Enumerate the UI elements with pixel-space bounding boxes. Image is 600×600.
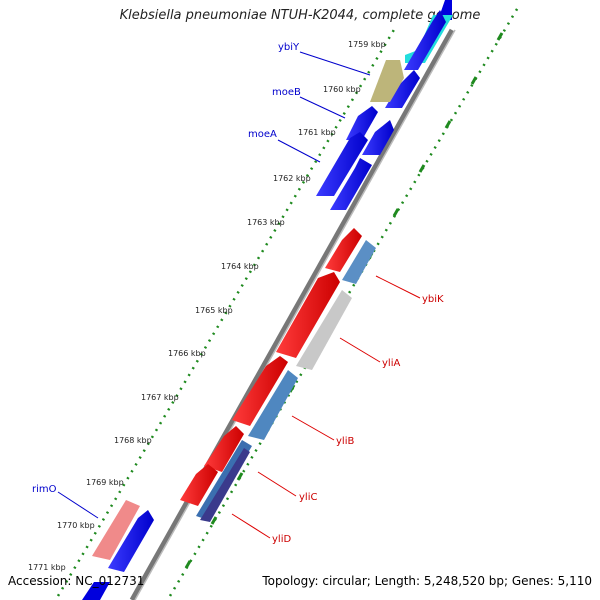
kbp-label: 1769 kbp bbox=[86, 478, 124, 487]
gene-label-moeB: moeB bbox=[272, 87, 301, 98]
kbp-label: 1768 kbp bbox=[114, 436, 152, 445]
gene-blue-3[interactable] bbox=[362, 120, 394, 155]
gene-label-yliB: yliB bbox=[336, 436, 354, 447]
gene-label-yliD: yliD bbox=[272, 534, 291, 545]
accession-text: Accession: NC_012731 bbox=[8, 574, 145, 588]
gene-red-1[interactable] bbox=[325, 228, 362, 272]
gene-navy-yliD[interactable] bbox=[200, 448, 250, 522]
gene-label-ybiK: ybiK bbox=[422, 294, 444, 305]
gene-label-ybiY: ybiY bbox=[278, 42, 300, 53]
gene-red-2[interactable] bbox=[276, 272, 340, 358]
leader-lines-left bbox=[57, 51, 371, 519]
gene-labels-right: ybiK yliA yliB yliC yliD bbox=[272, 294, 444, 545]
kbp-label: 1762 kbp bbox=[273, 174, 311, 183]
genome-backbone bbox=[129, 28, 455, 600]
gene-label-moeA: moeA bbox=[248, 129, 277, 140]
gene-labels-left: ybiY moeB moeA rimO bbox=[32, 42, 301, 495]
gene-steel-ybiK[interactable] bbox=[342, 240, 376, 284]
kbp-label: 1759 kbp bbox=[348, 40, 386, 49]
kbp-label: 1766 kbp bbox=[168, 349, 206, 358]
gene-label-yliA: yliA bbox=[382, 358, 400, 369]
kbp-label: 1764 kbp bbox=[221, 262, 259, 271]
gene-blue-edge[interactable] bbox=[82, 582, 110, 600]
gene-label-yliC: yliC bbox=[299, 492, 317, 503]
kbp-label: 1761 kbp bbox=[298, 128, 336, 137]
kbp-label: 1760 kbp bbox=[323, 85, 361, 94]
gene-label-rimO: rimO bbox=[32, 484, 57, 495]
kbp-label: 1765 kbp bbox=[195, 306, 233, 315]
gene-steel-yliB[interactable] bbox=[248, 370, 298, 440]
gene-blue-moeA[interactable] bbox=[316, 132, 368, 196]
leader-lines-right bbox=[231, 275, 421, 539]
gene-red-4[interactable] bbox=[204, 426, 244, 472]
gene-red-5[interactable] bbox=[180, 464, 218, 506]
figure-title: Klebsiella pneumoniae NTUH-K2044, comple… bbox=[119, 8, 481, 23]
kbp-label: 1771 kbp bbox=[28, 563, 66, 572]
gene-silver-yliA[interactable] bbox=[296, 290, 352, 370]
gene-olive-ybiY[interactable] bbox=[370, 60, 404, 102]
topology-text: Topology: circular; Length: 5,248,520 bp… bbox=[262, 574, 592, 588]
kbp-labels: 1759 kbp 1760 kbp 1761 kbp 1762 kbp 1763… bbox=[28, 40, 386, 572]
gene-red-3[interactable] bbox=[232, 356, 288, 426]
gene-blue-top[interactable] bbox=[404, 10, 446, 70]
gene-pink-rimO[interactable] bbox=[92, 500, 140, 560]
gene-blue-bottom[interactable] bbox=[108, 510, 154, 572]
kbp-label: 1770 kbp bbox=[57, 521, 95, 530]
gene-blue-moeB[interactable] bbox=[346, 106, 378, 140]
kbp-label: 1763 kbp bbox=[247, 218, 285, 227]
kbp-label: 1767 kbp bbox=[141, 393, 179, 402]
gene-blue-4[interactable] bbox=[330, 158, 372, 210]
gene-blue-2[interactable] bbox=[385, 70, 420, 108]
